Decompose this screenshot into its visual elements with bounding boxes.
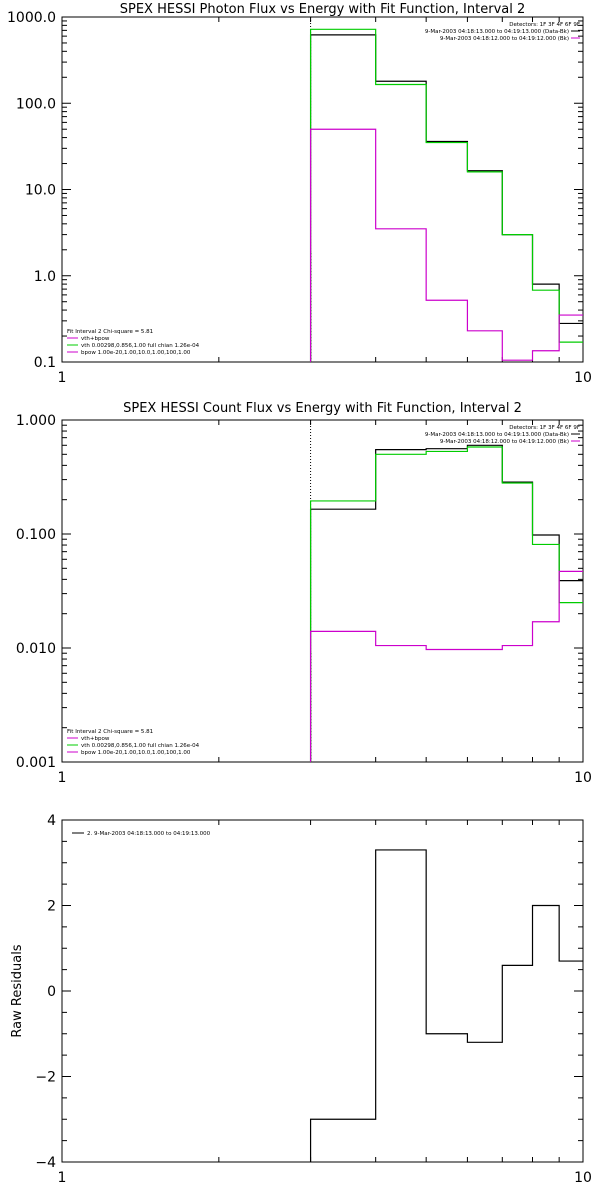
- legend-entry: 2. 9-Mar-2003 04:18:13.000 to 04:19:13.0…: [87, 831, 211, 837]
- legend-entry: vth+bpow: [81, 336, 110, 342]
- plot-frame: [61, 16, 584, 363]
- chart-panel-1: SPEX HESSI Photon Flux vs Energy with Fi…: [7, 2, 592, 386]
- legend-entry: vth 0.00298,0.856,1.00 full chian 1.26e-…: [81, 343, 200, 349]
- x-tick-label: 1: [58, 1170, 67, 1186]
- legend-entry: 9-Mar-2003 04:18:12.000 to 04:19:12.000 …: [440, 36, 569, 42]
- x-tick-label: 1: [58, 370, 67, 386]
- y-tick-label: 0.010: [16, 641, 56, 657]
- y-tick-label: −2: [35, 1070, 56, 1086]
- y-tick-label: 1.0: [34, 269, 56, 285]
- series-1-line: [309, 444, 583, 762]
- legend-entry: bpow 1.00e-20,1.00,10.0,1.00,100,1.00: [81, 750, 191, 756]
- chart-title: SPEX HESSI Photon Flux vs Energy with Fi…: [120, 2, 526, 17]
- series-1-line: [309, 34, 583, 362]
- y-tick-label: 0.1: [34, 355, 56, 371]
- y-axis-label: Raw Residuals: [10, 944, 25, 1037]
- y-tick-label: 100.0: [16, 96, 56, 112]
- series-3-line: [309, 570, 583, 762]
- x-tick-label: 10: [574, 370, 592, 386]
- y-tick-label: 0: [47, 984, 56, 1000]
- y-tick-label: 4: [47, 813, 56, 829]
- plot-frame: [61, 419, 584, 763]
- series-3-line: [309, 128, 583, 362]
- legend-entry: 9-Mar-2003 04:18:13.000 to 04:19:13.000 …: [425, 432, 569, 438]
- legend-entry: 9-Mar-2003 04:18:12.000 to 04:19:12.000 …: [440, 439, 569, 445]
- legend-entry: vth+bpow: [81, 736, 110, 742]
- y-tick-label: 10.0: [25, 183, 56, 199]
- plot-frame: [61, 819, 584, 1163]
- series-1-line: [309, 849, 583, 1162]
- legend-entry: Detectors: 1F 3F 4F 6F 9F: [509, 22, 580, 28]
- y-tick-label: 1.000: [16, 413, 56, 429]
- y-tick-label: −4: [35, 1155, 56, 1171]
- legend-entry: 9-Mar-2003 04:18:13.000 to 04:19:13.000 …: [425, 29, 569, 35]
- legend-entry: Fit Interval 2 Chi-square = 5.81: [67, 729, 153, 735]
- chart-panel-3: Raw Residuals −4 −2 0 2 4 1 10 2. 9-Mar-2003 04:…: [10, 813, 592, 1186]
- x-tick-label: 10: [574, 770, 592, 786]
- legend-entry: Fit Interval 2 Chi-square = 5.81: [67, 329, 153, 335]
- chart-title: SPEX HESSI Count Flux vs Energy with Fit…: [123, 401, 522, 416]
- y-tick-label: 2: [47, 899, 56, 915]
- y-tick-label: 0.001: [16, 755, 56, 771]
- series-2-line: [309, 28, 583, 362]
- y-tick-label: 1000.0: [7, 10, 56, 26]
- x-tick-label: 10: [574, 1170, 592, 1186]
- legend-entry: bpow 1.00e-20,1.00,10.0,1.00,100,1.00: [81, 350, 191, 356]
- legend-entry: vth 0.00298,0.856,1.00 full chian 1.26e-…: [81, 743, 200, 749]
- legend-entry: Detectors: 1F 3F 4F 6F 9F: [509, 425, 580, 431]
- chart-panel-2: SPEX HESSI Count Flux vs Energy with Fit…: [16, 401, 592, 786]
- y-tick-label: 0.100: [16, 527, 56, 543]
- x-tick-label: 1: [58, 770, 67, 786]
- series-2-line: [309, 446, 583, 762]
